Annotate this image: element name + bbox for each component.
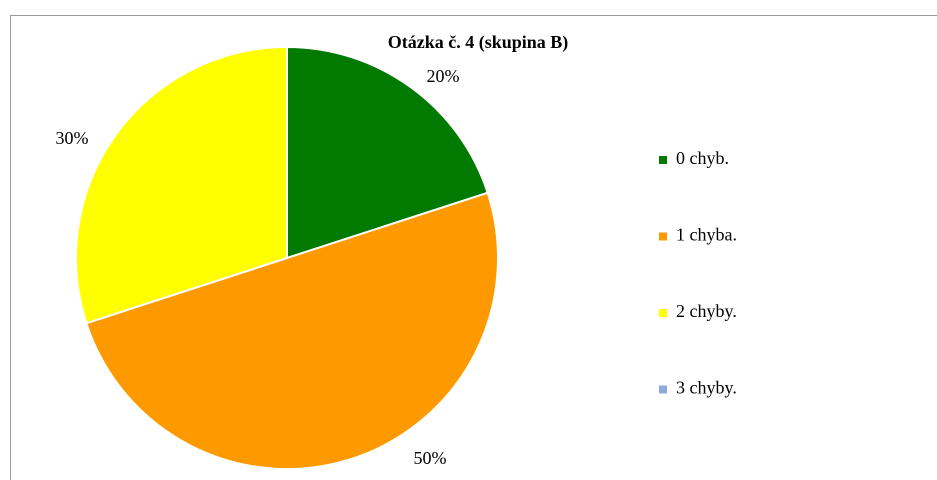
chart-title: Otázka č. 4 (skupina B) — [388, 32, 569, 53]
legend-swatch — [659, 156, 667, 164]
pie-slice — [286, 45, 489, 260]
pie-slice — [85, 191, 499, 470]
legend-label: 1 chyba. — [676, 225, 737, 245]
data-label: 50% — [414, 448, 447, 468]
legend-swatch — [659, 232, 667, 241]
legend-swatch — [659, 385, 667, 394]
legend-label: 0 chyb. — [676, 148, 729, 168]
legend-label: 2 chyby. — [676, 301, 737, 321]
legend-swatch — [659, 309, 667, 317]
pie-slice — [75, 45, 288, 325]
legend-label: 3 chyby. — [676, 378, 737, 398]
data-label: 20% — [427, 66, 460, 86]
data-label: 30% — [56, 128, 89, 148]
